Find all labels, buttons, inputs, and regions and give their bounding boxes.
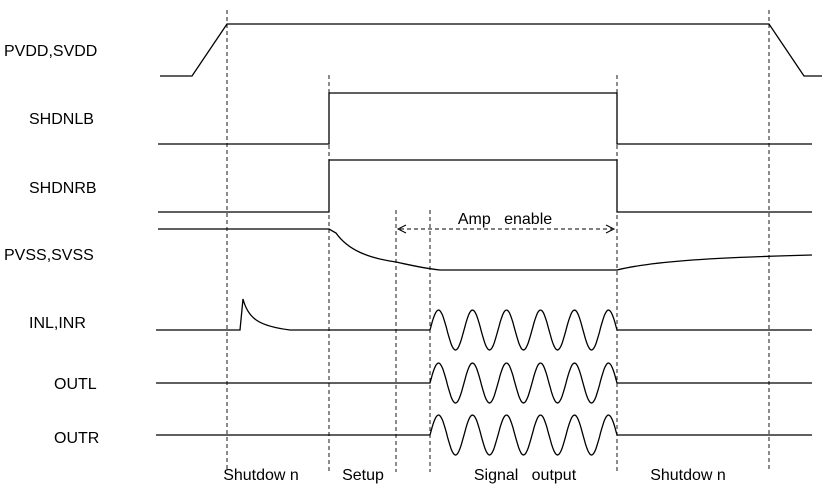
signal-label-shdnrb: SHDNRB	[29, 180, 97, 197]
signal-label-shdnlb: SHDNLB	[29, 111, 94, 128]
amp-enable-label: Amp enable	[458, 211, 552, 228]
waveform-outl	[156, 362, 812, 404]
phase-guides	[226, 10, 770, 472]
amp-enable-arrow-left	[396, 224, 407, 234]
phase-label-shutdown-1: Shutdow n	[223, 467, 299, 484]
waveform-outr	[156, 414, 812, 456]
waveform-shdnlb	[158, 92, 812, 145]
amp-enable-span: Amp enable	[396, 211, 616, 234]
waveform-shdnrb	[158, 159, 812, 213]
signal-label-inl: INL,INR	[29, 315, 86, 332]
signal-label-pvss: PVSS,SVSS	[4, 247, 94, 264]
signal-label-outl: OUTL	[54, 376, 97, 393]
phase-label-setup: Setup	[342, 467, 384, 484]
waveform-pvss	[158, 228, 813, 271]
amp-enable-arrow-right	[605, 224, 616, 234]
signal-label-pvdd: PVDD,SVDD	[4, 43, 97, 60]
phase-label-shutdown-2: Shutdow n	[650, 467, 726, 484]
waveform-pvdd	[160, 23, 822, 77]
signal-label-outr: OUTR	[54, 430, 99, 447]
phase-label-signal-output: Signal output	[474, 467, 577, 484]
waveform-inl	[156, 298, 812, 351]
